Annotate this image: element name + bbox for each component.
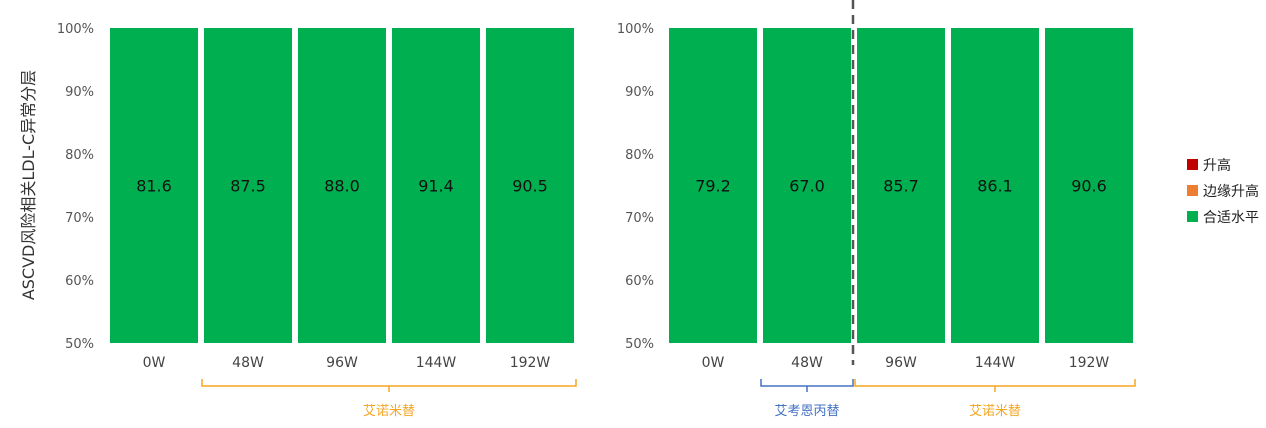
legend-label: 边缘升高 [1203, 183, 1259, 200]
y-tick-label: 50% [65, 337, 94, 352]
bar-segment [204, 28, 292, 343]
legend-label: 升高 [1203, 157, 1231, 174]
bar-segment [669, 28, 757, 343]
y-tick-label: 100% [617, 22, 654, 37]
y-axis-title: ASCVD风险相关LDL-C异常分层 [19, 70, 38, 300]
data-label: 81.6 [136, 177, 172, 196]
legend-label: 合适水平 [1203, 210, 1259, 226]
x-tick-label: 96W [326, 355, 358, 371]
bar-segment [392, 28, 480, 343]
group-bracket [201, 379, 577, 392]
data-label: 87.5 [230, 177, 266, 196]
y-tick-label: 80% [65, 148, 94, 163]
data-label: 88.0 [324, 177, 360, 196]
group-label: 艾诺米替 [363, 404, 415, 419]
y-tick-label: 90% [65, 85, 94, 100]
data-label: 90.5 [512, 177, 548, 196]
x-tick-label: 0W [702, 355, 725, 371]
group-bracket [854, 379, 1136, 392]
data-label: 85.7 [883, 177, 919, 196]
bar-segment [486, 28, 574, 343]
x-tick-label: 0W [143, 355, 166, 371]
data-label: 90.6 [1071, 177, 1107, 196]
x-tick-label: 192W [1069, 355, 1110, 371]
data-label: 91.4 [418, 177, 454, 196]
group-bracket [760, 379, 854, 392]
right-chart-panel: 50%60%70%80%90%100%79.217.63.20W67.024.8… [617, 0, 1136, 419]
group-label: 艾诺米替 [969, 404, 1021, 419]
x-tick-label: 48W [232, 355, 264, 371]
data-label: 86.1 [977, 177, 1013, 196]
x-tick-label: 96W [885, 355, 917, 371]
x-tick-label: 192W [510, 355, 551, 371]
y-tick-label: 80% [625, 148, 654, 163]
bar-segment [1045, 28, 1133, 343]
left-chart-panel: 50%60%70%80%90%100%81.614.93.50W87.510.4… [57, 22, 577, 419]
y-tick-label: 60% [65, 274, 94, 289]
bar-segment [110, 28, 198, 343]
data-label: 67.0 [789, 177, 825, 196]
legend-swatch [1187, 185, 1198, 196]
group-label: 艾考恩丙替 [774, 404, 839, 419]
data-label: 79.2 [695, 177, 731, 196]
bar-segment [951, 28, 1039, 343]
y-tick-label: 60% [625, 274, 654, 289]
legend-swatch [1187, 211, 1198, 222]
legend-swatch [1187, 159, 1198, 170]
y-tick-label: 70% [65, 211, 94, 226]
bar-segment [298, 28, 386, 343]
x-tick-label: 144W [416, 355, 457, 371]
y-tick-label: 70% [625, 211, 654, 226]
x-tick-label: 144W [975, 355, 1016, 371]
y-tick-label: 50% [625, 337, 654, 352]
bar-segment [763, 28, 851, 343]
y-tick-label: 90% [625, 85, 654, 100]
y-tick-label: 100% [57, 22, 94, 37]
x-tick-label: 48W [791, 355, 823, 371]
bar-segment [857, 28, 945, 343]
